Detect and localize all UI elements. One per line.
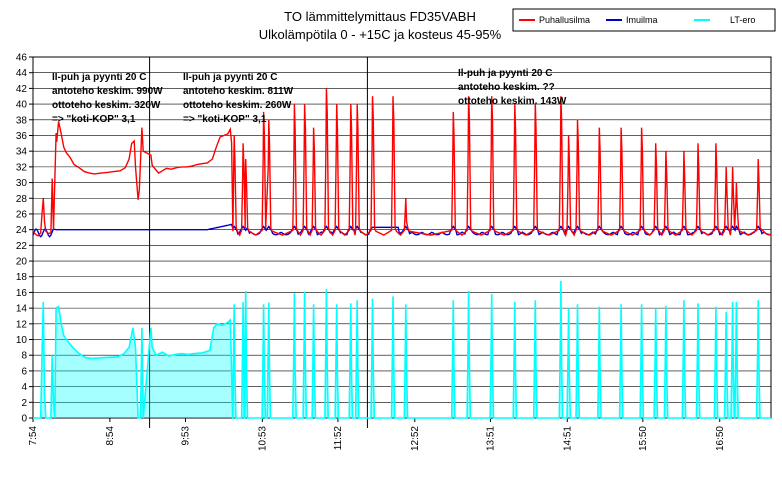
legend-label-imuilma: Imuilma	[626, 15, 658, 25]
y-tick-label: 2	[21, 398, 27, 409]
y-tick-label: 46	[16, 53, 28, 64]
y-tick-label: 20	[16, 257, 28, 268]
annotation-2-line-4: => "koti-KOP" 3,1	[183, 114, 267, 125]
y-tick-label: 42	[16, 84, 28, 95]
y-tick-label: 26	[16, 209, 28, 220]
x-tick-label: 10:53	[257, 426, 268, 451]
annotation-3-line-1: Il-puh ja pyynti 20 C	[458, 68, 552, 79]
annotation-2-line-3: ottoteho keskim. 260W	[183, 100, 292, 111]
y-tick-label: 8	[21, 351, 27, 362]
x-tick-label: 13:51	[485, 426, 496, 451]
x-tick-label: 7:54	[28, 426, 39, 446]
series-lt-ero-area	[33, 280, 771, 418]
y-axis-ticks: 0246810121416182022242628303234363840424…	[16, 53, 33, 425]
annotation-1-line-3: ottoteho keskim. 320W	[52, 100, 161, 111]
y-tick-label: 10	[16, 335, 28, 346]
y-tick-label: 30	[16, 178, 28, 189]
chart-title-line-1: TO lämmittelymittaus FD35VABH	[284, 9, 476, 24]
gridlines	[33, 72, 771, 403]
annotation-3-line-3: ottoteho keskim. 143W	[458, 96, 567, 107]
series-puhallusilma	[32, 88, 772, 238]
y-tick-label: 44	[16, 68, 28, 79]
annotation-1-line-4: => "koti-KOP" 3,1	[52, 114, 136, 125]
y-tick-label: 38	[16, 115, 28, 126]
y-tick-label: 24	[16, 225, 28, 236]
x-tick-label: 11:52	[333, 426, 344, 451]
annotation-3-line-2: antoteho keskim. ??	[458, 82, 555, 93]
y-tick-label: 0	[21, 414, 27, 425]
series-puhallusilma-line	[32, 88, 772, 238]
legend-label-puhallusilma: Puhallusilma	[539, 15, 590, 25]
x-tick-label: 12:52	[410, 426, 421, 451]
y-tick-label: 12	[16, 319, 28, 330]
section-dividers	[149, 57, 368, 428]
y-tick-label: 6	[21, 366, 27, 377]
series-lt-ero-line	[33, 280, 771, 419]
annotation-3: Il-puh ja pyynti 20 C antoteho keskim. ?…	[458, 68, 567, 107]
y-tick-label: 36	[16, 131, 28, 142]
y-tick-label: 34	[16, 147, 28, 158]
y-tick-label: 32	[16, 162, 28, 173]
annotation-1-line-2: antoteho keskim. 990W	[52, 86, 163, 97]
x-tick-label: 16:50	[715, 426, 726, 451]
y-tick-label: 28	[16, 194, 28, 205]
y-tick-label: 14	[16, 304, 28, 315]
y-tick-label: 40	[16, 100, 28, 111]
annotation-2-line-2: antoteho keskim. 811W	[183, 86, 294, 97]
legend-box	[512, 8, 776, 32]
x-tick-label: 14:51	[562, 426, 573, 451]
y-tick-label: 4	[21, 382, 27, 393]
annotation-2-line-1: Il-puh ja pyynti 20 C	[183, 72, 277, 83]
y-tick-label: 16	[16, 288, 28, 299]
y-tick-label: 22	[16, 241, 28, 252]
annotation-2: Il-puh ja pyynti 20 C antoteho keskim. 8…	[183, 72, 294, 125]
chart-title-line-2: Ulkolämpötila 0 - +15C ja kosteus 45-95%	[259, 27, 502, 42]
x-tick-label: 9:53	[180, 426, 191, 446]
series-lt-ero	[33, 280, 771, 419]
x-tick-label: 8:54	[105, 426, 116, 446]
x-tick-label: 15:50	[638, 426, 649, 451]
annotation-1: Il-puh ja pyynti 20 C antoteho keskim. 9…	[52, 72, 163, 125]
legend: Puhallusilma Imuilma LT-ero	[512, 8, 776, 32]
chart-title: TO lämmittelymittaus FD35VABH Ulkolämpöt…	[259, 9, 502, 42]
legend-label-lt-ero: LT-ero	[730, 15, 755, 25]
y-tick-label: 18	[16, 272, 28, 283]
annotation-1-line-1: Il-puh ja pyynti 20 C	[52, 72, 146, 83]
plot-area	[32, 56, 772, 419]
